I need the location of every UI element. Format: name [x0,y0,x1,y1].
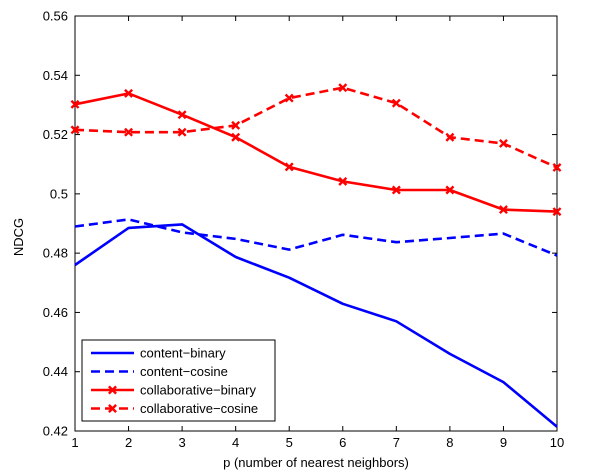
x-marker [498,139,508,148]
x-marker [177,110,187,120]
y-axis-label: NDCG [11,218,26,256]
x-tick-label: 10 [550,435,564,450]
y-tick-label: 0.54 [43,68,68,83]
x-marker [338,176,348,186]
x-tick-label: 7 [393,435,400,450]
y-tick-label: 0.44 [43,364,68,379]
x-marker [552,207,562,217]
legend-label: collaborative−binary [140,383,256,398]
y-tick-label: 0.48 [43,246,68,261]
series-collaborative-cosine [70,83,562,172]
x-tick-label: 9 [500,435,507,450]
series-group [70,83,562,428]
x-tick-label: 4 [232,435,239,450]
y-tick-label: 0.46 [43,305,68,320]
x-tick-label: 3 [178,435,185,450]
y-tick-label: 0.5 [50,186,68,201]
series-content-binary [74,223,558,428]
x-marker [552,163,562,172]
x-marker [445,185,455,195]
x-tick-label: 1 [71,435,78,450]
legend-label: collaborative−cosine [140,401,258,416]
x-marker [445,132,455,142]
x-tick-label: 8 [446,435,453,450]
legend-label: content−binary [140,346,226,361]
x-marker [108,385,117,395]
axes: 1 2 3 4 5 6 7 8 9 10 0.42 0.44 0.46 0.48 0.5 0.52 0.54 0.… [43,9,565,451]
legend-label: content−cosine [140,364,228,379]
x-marker [124,88,134,98]
x-axis-label: p (number of nearest neighbors) [223,455,409,470]
series-content-cosine [74,218,558,257]
series-line [74,86,558,169]
x-tick-label: 6 [339,435,346,450]
x-marker [177,127,187,137]
series-collaborative-binary [70,88,562,217]
x-marker [70,125,80,135]
x-marker [284,162,294,172]
series-line [74,92,558,213]
x-marker [108,404,117,413]
series-line [74,218,558,257]
x-marker [284,93,294,103]
x-marker [338,83,348,93]
legend: content−binary content−cosine collaborativ… [81,339,276,422]
y-tick-label: 0.56 [43,9,68,24]
x-marker [391,98,401,108]
plot-frame [74,15,558,432]
x-tick-label: 2 [125,435,132,450]
x-tick-label: 5 [286,435,293,450]
y-tick-label: 0.42 [43,424,68,439]
x-marker [231,132,241,142]
x-marker [124,127,134,137]
x-marker [498,205,508,215]
x-marker [70,99,80,109]
series-line [74,223,558,428]
x-marker [391,185,401,195]
x-marker [231,120,241,130]
y-tick-label: 0.52 [43,127,68,142]
